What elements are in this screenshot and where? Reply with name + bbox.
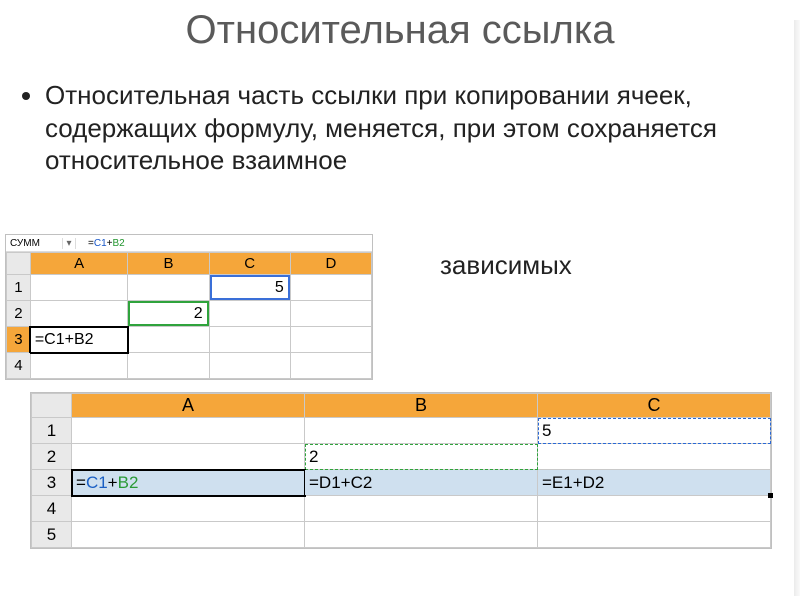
cell-c4[interactable] xyxy=(209,353,290,379)
cell2-a3[interactable]: =C1+B2 xyxy=(72,470,305,496)
formula-ref1: С1 xyxy=(94,238,107,249)
cell2-b4[interactable] xyxy=(305,496,538,522)
cell2-a3-eq: = xyxy=(76,473,86,492)
cell2-a3-plus: + xyxy=(108,473,118,492)
cell-a1[interactable] xyxy=(30,275,128,301)
col2-header-a[interactable]: A xyxy=(72,394,305,418)
spreadsheet-1: СУММ ▾ =С1+B2 A B C D 1 5 2 xyxy=(5,234,373,380)
cell-b2[interactable]: 2 xyxy=(128,301,209,327)
cell-c2[interactable] xyxy=(209,301,290,327)
cell-a4[interactable] xyxy=(30,353,128,379)
row-header-3[interactable]: 3 xyxy=(7,327,31,353)
cell-a2[interactable] xyxy=(30,301,128,327)
formula-ref2: B2 xyxy=(112,238,124,249)
row2-header-4[interactable]: 4 xyxy=(32,496,72,522)
corner-cell[interactable] xyxy=(7,253,31,275)
row-header-1[interactable]: 1 xyxy=(7,275,31,301)
grid-1[interactable]: A B C D 1 5 2 2 3 =C1+B2 xyxy=(6,252,372,379)
name-dropdown-icon[interactable]: ▾ xyxy=(63,238,76,249)
cell-d1[interactable] xyxy=(290,275,371,301)
col-header-b[interactable]: B xyxy=(128,253,209,275)
formula-bar[interactable]: СУММ ▾ =С1+B2 xyxy=(6,235,372,252)
cell2-c3[interactable]: =E1+D2 xyxy=(538,470,771,496)
trailing-text: зависимых xyxy=(440,250,572,281)
cell-c3[interactable] xyxy=(209,327,290,353)
cell2-a4[interactable] xyxy=(72,496,305,522)
col2-header-c[interactable]: C xyxy=(538,394,771,418)
cell-c1[interactable]: 5 xyxy=(209,275,290,301)
cell2-c1[interactable]: 5 xyxy=(538,418,771,444)
col-header-d[interactable]: D xyxy=(290,253,371,275)
cell2-b2[interactable]: 2 xyxy=(305,444,538,470)
cell-d2[interactable] xyxy=(290,301,371,327)
cell-b3[interactable] xyxy=(128,327,209,353)
cell-b4[interactable] xyxy=(128,353,209,379)
cell2-b3[interactable]: =D1+C2 xyxy=(305,470,538,496)
corner-cell-2[interactable] xyxy=(32,394,72,418)
bullet-item: Относительная часть ссылки при копирован… xyxy=(45,79,770,177)
row2-header-1[interactable]: 1 xyxy=(32,418,72,444)
cell-a3[interactable]: =C1+B2 xyxy=(30,327,128,353)
cell2-a5[interactable] xyxy=(72,522,305,548)
slide-title: Относительная ссылка xyxy=(0,8,800,53)
cell2-a3-r1: C1 xyxy=(86,473,108,492)
cell2-b1[interactable] xyxy=(305,418,538,444)
row2-header-5[interactable]: 5 xyxy=(32,522,72,548)
bullet-list: Относительная часть ссылки при копирован… xyxy=(0,79,800,177)
spreadsheet-2: A B C 1 5 2 2 3 =C1+B2 =D1+C2 xyxy=(30,392,772,549)
cell-b1[interactable] xyxy=(128,275,209,301)
col-header-a[interactable]: A xyxy=(30,253,128,275)
cell-d3[interactable] xyxy=(290,327,371,353)
row-header-2[interactable]: 2 xyxy=(7,301,31,327)
cell2-b5[interactable] xyxy=(305,522,538,548)
cell2-c2[interactable] xyxy=(538,444,771,470)
cell2-c3-text: =E1+D2 xyxy=(542,473,604,492)
cell-d4[interactable] xyxy=(290,353,371,379)
slide-edge-shadow xyxy=(794,20,800,596)
cell2-a3-r2: B2 xyxy=(118,473,139,492)
cell2-a1[interactable] xyxy=(72,418,305,444)
cell2-c4[interactable] xyxy=(538,496,771,522)
row2-header-2[interactable]: 2 xyxy=(32,444,72,470)
formula-input[interactable]: =С1+B2 xyxy=(76,238,125,249)
row-header-4[interactable]: 4 xyxy=(7,353,31,379)
cell2-a2[interactable] xyxy=(72,444,305,470)
cell2-c5[interactable] xyxy=(538,522,771,548)
col2-header-b[interactable]: B xyxy=(305,394,538,418)
col-header-c[interactable]: C xyxy=(209,253,290,275)
grid-2[interactable]: A B C 1 5 2 2 3 =C1+B2 =D1+C2 xyxy=(31,393,771,548)
row2-header-3[interactable]: 3 xyxy=(32,470,72,496)
name-box[interactable]: СУММ xyxy=(6,238,63,249)
